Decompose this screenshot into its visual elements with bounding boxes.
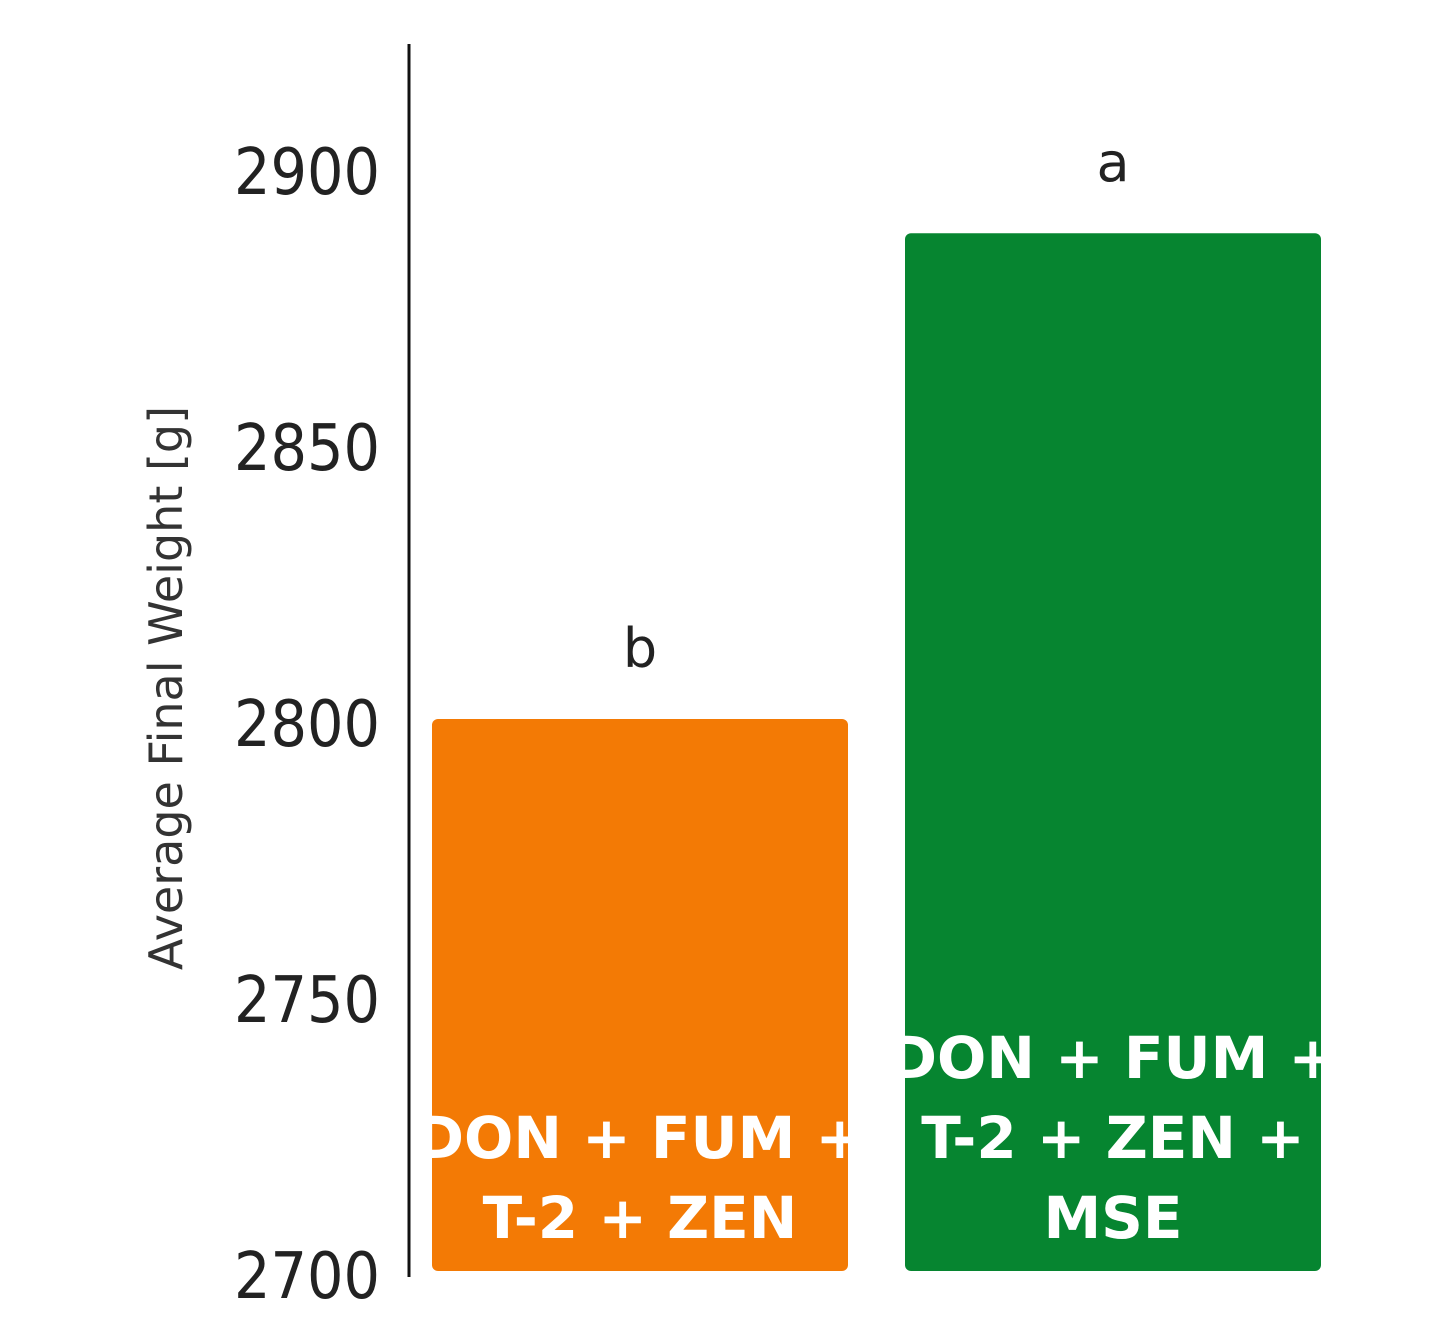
y-axis-ticks: 2700 2750 2800 2850 2900 [234, 136, 380, 1314]
y-tick-label: 2800 [234, 688, 380, 762]
y-tick-label: 2750 [234, 964, 380, 1038]
y-axis-title: Average Final Weight [g] [139, 406, 193, 970]
significance-letter: a [1096, 131, 1129, 194]
category-label: T-2 + ZEN [483, 1184, 798, 1252]
bar [905, 233, 1321, 1272]
category-label: DON + FUM + [889, 1024, 1337, 1092]
y-tick-label: 2900 [234, 136, 380, 210]
bars: b DON + FUM + T-2 + ZEN a DON + FUM + T-2 + Z… [416, 131, 1337, 1272]
category-label: T-2 + ZEN + [921, 1104, 1304, 1172]
significance-letter: b [623, 617, 657, 680]
y-tick-label: 2700 [234, 1240, 380, 1314]
category-label: DON + FUM + [416, 1104, 864, 1172]
y-tick-label: 2850 [234, 412, 380, 486]
category-label: MSE [1043, 1184, 1182, 1252]
bar [432, 719, 848, 1271]
